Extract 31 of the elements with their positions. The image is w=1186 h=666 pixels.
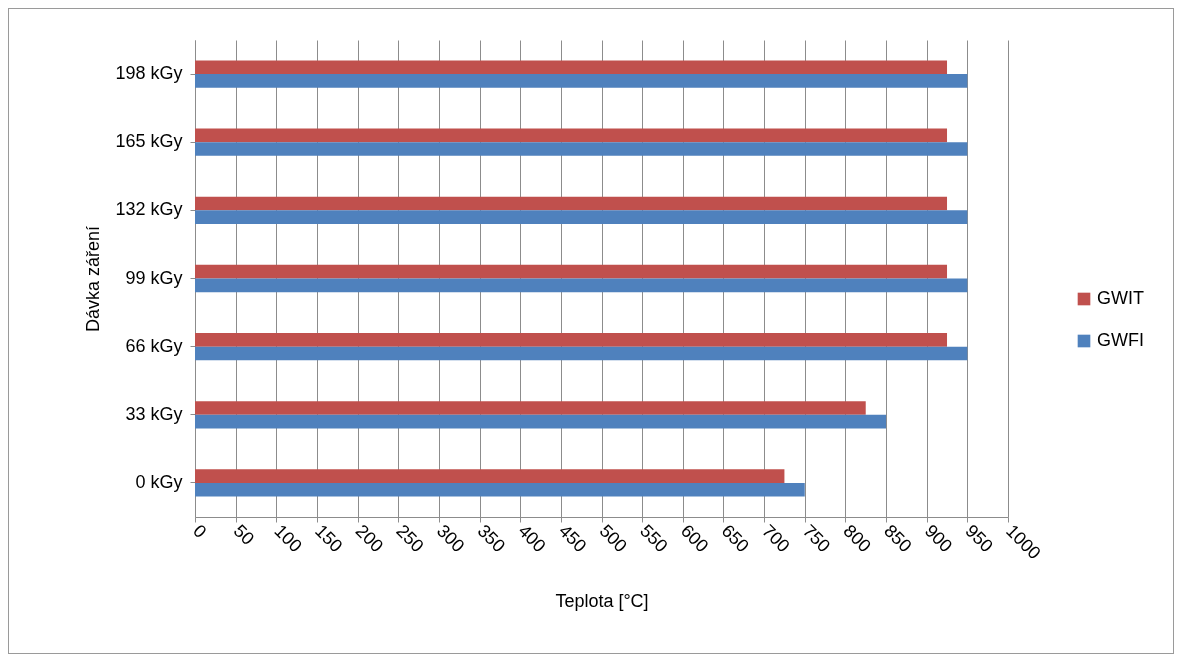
y-tick-label: 165 kGy <box>115 131 183 152</box>
legend-label: GWFI <box>1097 330 1144 350</box>
x-tick-label: 200 <box>351 520 388 557</box>
x-tick-label: 550 <box>636 520 672 557</box>
x-tick-label: 100 <box>270 520 306 557</box>
y-axis-title: Dávka záření <box>83 225 104 333</box>
legend-label: GWIT <box>1097 288 1144 308</box>
x-tick-label: 600 <box>676 520 713 557</box>
x-tick-label: 850 <box>880 520 916 557</box>
x-tick-label: 350 <box>473 520 510 557</box>
y-tick-label: 132 kGy <box>115 199 183 220</box>
y-tick-label: 0 kGy <box>135 471 183 492</box>
x-axis-title: Teplota [°C] <box>555 591 649 612</box>
x-tick-label: 400 <box>514 520 550 557</box>
x-tick-label: 250 <box>392 520 428 557</box>
x-tick-label: 700 <box>758 520 794 557</box>
x-tick-label: 300 <box>433 520 469 557</box>
x-tick-label: 50 <box>229 520 259 550</box>
x-tick-label: 150 <box>311 520 347 557</box>
x-tick-label: 900 <box>920 520 957 557</box>
y-tick-label: 99 kGy <box>125 267 183 288</box>
x-tick-label: 450 <box>554 520 591 557</box>
x-tick-label: 0 <box>189 520 211 542</box>
y-tick-label: 198 kGy <box>115 63 183 84</box>
x-tick-label: 650 <box>717 520 753 557</box>
x-tick-label: 800 <box>839 520 875 557</box>
y-tick-label: 33 kGy <box>125 403 183 424</box>
x-tick-label: 500 <box>595 520 632 557</box>
y-tick-label: 66 kGy <box>125 335 183 356</box>
x-tick-label: 750 <box>798 520 835 557</box>
x-tick-label: 950 <box>961 520 997 557</box>
